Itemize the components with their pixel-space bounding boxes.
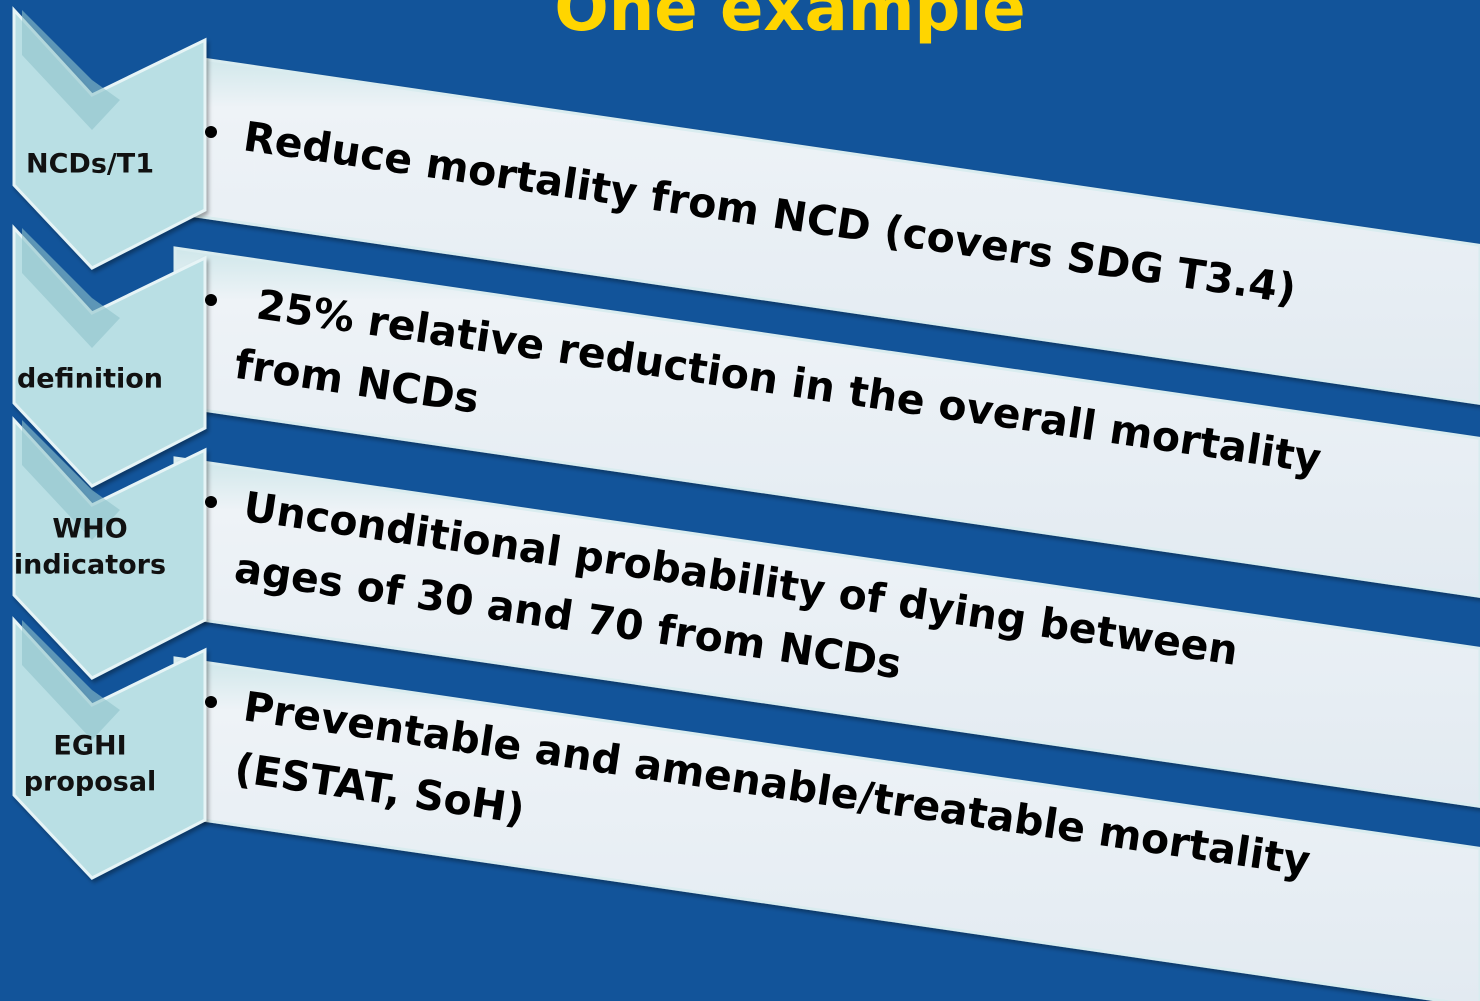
step-label: NCDs/T1 <box>26 149 154 180</box>
title: One example <box>554 0 1025 46</box>
chevron-notch <box>22 228 120 348</box>
chevron-notch <box>22 420 120 540</box>
chevron-notch <box>22 10 120 130</box>
bullet <box>205 696 217 708</box>
bullet <box>205 294 217 306</box>
step-label: EGHI <box>53 731 126 762</box>
step-label: indicators <box>14 550 166 581</box>
step-label: WHO <box>52 514 127 545</box>
bullet <box>205 496 217 508</box>
step-label: proposal <box>24 767 157 798</box>
step-label: definition <box>17 364 163 395</box>
bullet <box>205 126 217 138</box>
chevron-notch <box>22 620 120 740</box>
